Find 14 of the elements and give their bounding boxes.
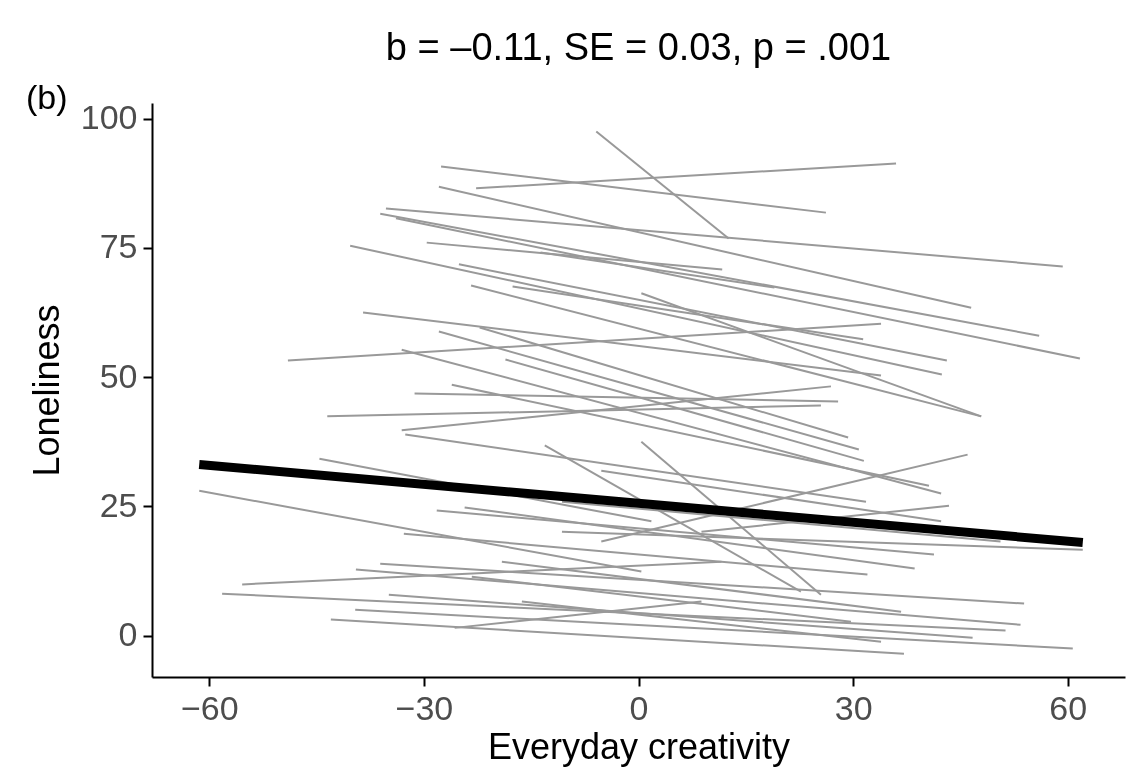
y-axis-title: Loneliness bbox=[25, 304, 67, 477]
x-axis-title: Everyday creativity bbox=[487, 725, 791, 767]
y-tick-label: 25 bbox=[99, 485, 138, 524]
y-tick-label: 50 bbox=[99, 356, 138, 395]
x-tick-label: −60 bbox=[180, 688, 239, 727]
x-tick-label: −30 bbox=[395, 688, 454, 727]
x-tick-label: 30 bbox=[834, 688, 873, 727]
y-tick-label: 100 bbox=[80, 98, 138, 137]
text: (b) bbox=[26, 78, 68, 117]
chart-title: b = –0.11, SE = 0.03, p = .001 bbox=[385, 25, 892, 68]
y-tick-label: 75 bbox=[99, 227, 138, 266]
x-tick-label: 60 bbox=[1049, 688, 1088, 727]
y-tick-label: 0 bbox=[118, 615, 138, 654]
x-tick-label: 0 bbox=[629, 688, 649, 727]
